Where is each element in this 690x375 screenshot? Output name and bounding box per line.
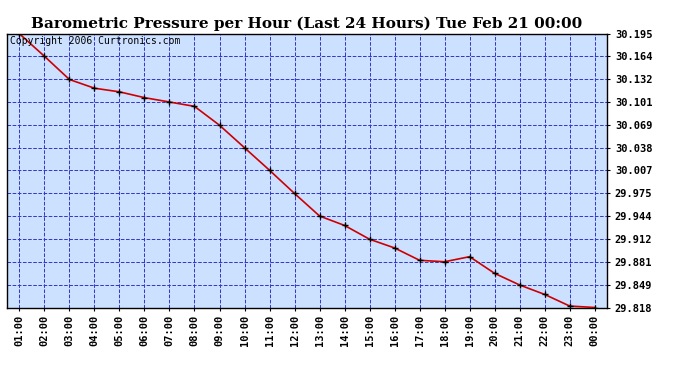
Text: Copyright 2006 Curtronics.com: Copyright 2006 Curtronics.com: [10, 36, 180, 46]
Title: Barometric Pressure per Hour (Last 24 Hours) Tue Feb 21 00:00: Barometric Pressure per Hour (Last 24 Ho…: [32, 17, 582, 31]
